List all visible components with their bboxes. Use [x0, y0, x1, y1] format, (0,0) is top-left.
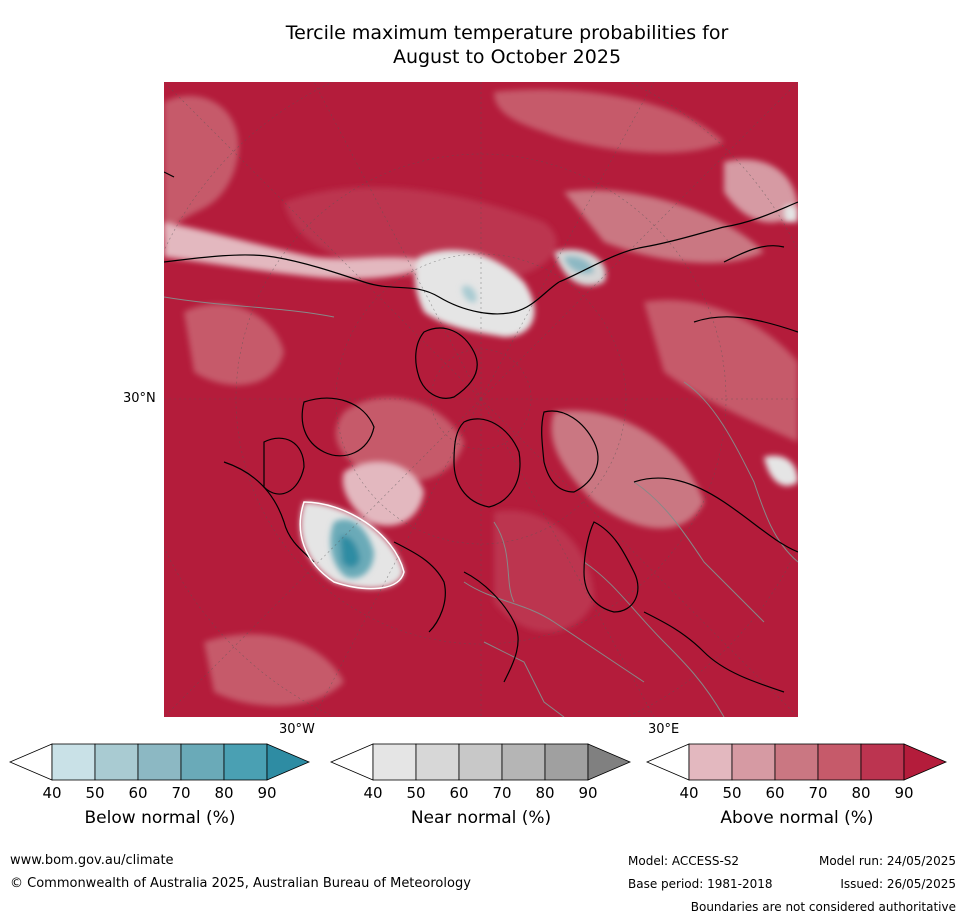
- footer-issued: Issued: 26/05/2025: [840, 877, 956, 891]
- colorbar-3: [645, 743, 948, 781]
- colorbar-segment: [731, 743, 776, 781]
- colorbar-tick-label: 90: [578, 784, 598, 802]
- colorbar-tick-label: 70: [171, 784, 191, 802]
- title-line-1: Tercile maximum temperature probabilitie…: [285, 22, 729, 44]
- colorbar-segment: [501, 743, 546, 781]
- colorbar-segment: [774, 743, 819, 781]
- colorbar-tick-label: 50: [406, 784, 426, 802]
- colorbar-segment: [223, 743, 268, 781]
- colorbar-tick-label: 80: [535, 784, 555, 802]
- colorbar-tick-label: 70: [808, 784, 828, 802]
- country-borders: [164, 296, 798, 717]
- colorbar-tick-label: 80: [214, 784, 234, 802]
- colorbar-title: Above normal (%): [720, 808, 874, 828]
- below-normal-contour: [299, 501, 405, 590]
- footer-copyright: © Commonwealth of Australia 2025, Austra…: [10, 876, 471, 891]
- colorbar-tick-label: 40: [42, 784, 62, 802]
- colorbar-segment: [137, 743, 182, 781]
- colorbar-extend-low: [329, 743, 374, 781]
- colorbar-1: [8, 743, 311, 781]
- footer-base-period: Base period: 1981-2018: [628, 877, 773, 891]
- colorbar-extend-high: [903, 743, 948, 781]
- colorbar-extend-low: [8, 743, 53, 781]
- colorbar-tick-label: 80: [851, 784, 871, 802]
- colorbar-tick-label: 50: [722, 784, 742, 802]
- lat-label-30n: 30°N: [123, 391, 156, 406]
- colorbar-segment: [372, 743, 417, 781]
- map-canvas: [164, 82, 798, 717]
- title-line-2: August to October 2025: [392, 46, 622, 68]
- footer-boundaries: Boundaries are not considered authoritat…: [690, 900, 956, 914]
- colorbar-title: Below normal (%): [84, 808, 236, 828]
- lon-label-30w: 30°W: [279, 722, 315, 737]
- colorbar-segment: [94, 743, 139, 781]
- colorbar-extend-low: [645, 743, 690, 781]
- colorbar-tick-label: 60: [128, 784, 148, 802]
- colorbar-tick-label: 50: [85, 784, 105, 802]
- colorbar-tick-label: 90: [894, 784, 914, 802]
- colorbar-segment: [51, 743, 96, 781]
- footer-model-run: Model run: 24/05/2025: [818, 854, 956, 868]
- colorbar-tick-label: 40: [363, 784, 383, 802]
- colorbar-tick-label: 40: [679, 784, 699, 802]
- colorbar-tick-label: 60: [449, 784, 469, 802]
- colorbar-segment: [415, 743, 460, 781]
- colorbar-segment: [180, 743, 225, 781]
- colorbar-tick-label: 60: [765, 784, 785, 802]
- colorbar-segment: [688, 743, 733, 781]
- colorbar-segment: [544, 743, 589, 781]
- colorbar-segment: [458, 743, 503, 781]
- lon-label-30e: 30°E: [648, 722, 680, 737]
- probability-map: [164, 82, 798, 717]
- colorbar-segment: [817, 743, 862, 781]
- footer-url[interactable]: www.bom.gov.au/climate: [10, 853, 174, 868]
- colorbar-tick-label: 70: [492, 784, 512, 802]
- colorbar-title: Near normal (%): [410, 808, 552, 828]
- colorbar-extend-high: [587, 743, 632, 781]
- graticule: [164, 82, 798, 717]
- map-title: Tercile maximum temperature probabilitie…: [160, 21, 854, 69]
- colorbar-2: [329, 743, 632, 781]
- coastlines: [164, 171, 798, 693]
- colorbar-tick-label: 90: [257, 784, 277, 802]
- footer-model: Model: ACCESS-S2: [628, 854, 740, 868]
- colorbar-segment: [860, 743, 905, 781]
- colorbar-extend-high: [266, 743, 311, 781]
